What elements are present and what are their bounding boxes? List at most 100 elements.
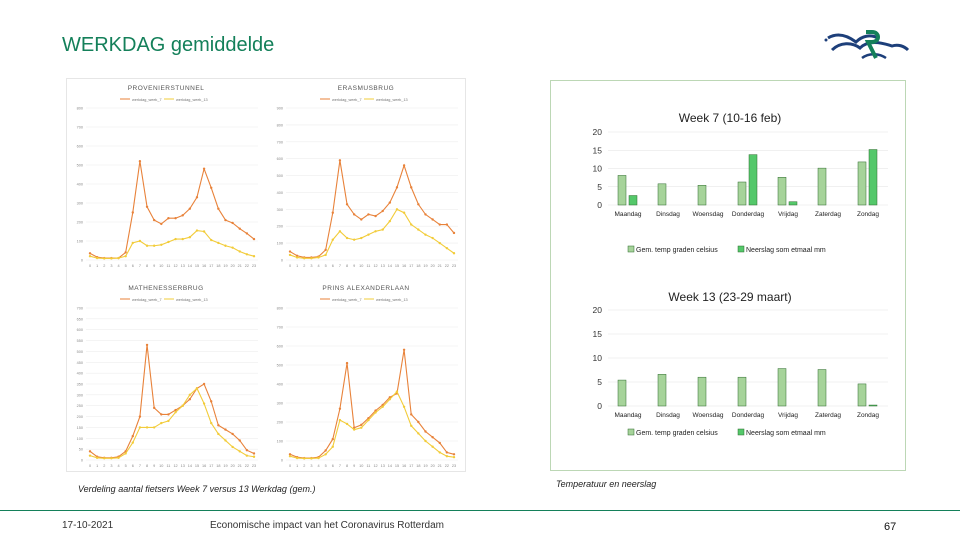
data-point [388, 201, 392, 204]
x-tick-label: 12 [173, 264, 177, 268]
data-point [295, 254, 299, 257]
data-point [402, 348, 406, 351]
bar-temp [737, 181, 747, 206]
data-point [210, 400, 213, 403]
chart-week-7-weather: Week 7 (10-16 feb) 0 5 10 15 20 Maandag Dinsdag… [552, 104, 904, 274]
y-tick-label: 0 [81, 459, 83, 463]
data-point [352, 213, 356, 216]
y-tick-label: 550 [77, 339, 83, 343]
data-point [217, 432, 220, 436]
data-point [345, 203, 349, 206]
x-tick-label: 19 [223, 264, 227, 268]
data-point [324, 449, 327, 452]
legend-label-temp: Gem. temp graden celsius [636, 430, 718, 437]
y-tick-label: 600 [77, 145, 83, 149]
data-point [395, 208, 399, 211]
data-point [417, 203, 420, 206]
data-point [117, 256, 120, 260]
x-tick-label: 10 [159, 464, 163, 468]
data-point [238, 250, 241, 253]
data-point [338, 407, 342, 410]
data-point [195, 387, 199, 390]
data-point [245, 232, 249, 235]
y-tick-label: 350 [77, 383, 83, 387]
x-tick-label: 1 [96, 464, 98, 468]
x-tick-label: 15 [195, 464, 199, 468]
x-tick-label: 7 [339, 264, 341, 268]
legend-swatch-temp [627, 245, 635, 253]
data-point [210, 421, 213, 425]
data-point [202, 230, 206, 233]
x-tick-label: 3 [110, 464, 112, 468]
y-tick-label: 0 [81, 259, 83, 263]
data-point [145, 426, 149, 429]
x-tick-label: 13 [181, 464, 185, 468]
y-tick-label: 0 [281, 459, 283, 463]
y-tick-label: 600 [77, 328, 83, 332]
bar-temp [817, 369, 827, 407]
data-point [231, 445, 234, 449]
data-point [388, 398, 392, 401]
data-point [431, 218, 434, 221]
data-point [395, 390, 399, 393]
x-tick-label: 4 [317, 264, 319, 268]
y-tick-label: 400 [77, 183, 83, 187]
bar-temp [697, 185, 707, 206]
x-tick-label: Donderdag [732, 211, 765, 218]
x-tick-label: 3 [310, 464, 312, 468]
y-tick-label: 50 [79, 448, 83, 452]
data-point [288, 253, 292, 257]
bar-neerslag [868, 404, 878, 407]
y-tick-label: 0 [597, 401, 602, 411]
bar-neerslag [868, 149, 878, 206]
x-tick-label: 8 [146, 464, 148, 468]
data-point [131, 211, 134, 214]
y-tick-label: 600 [277, 345, 283, 349]
bar-temp [777, 368, 787, 407]
data-point [445, 455, 449, 458]
y-tick-label: 5 [597, 182, 602, 192]
x-tick-label: 15 [195, 264, 199, 268]
x-tick-label: 20 [430, 464, 434, 468]
data-point [388, 219, 392, 223]
x-tick-label: 8 [146, 264, 148, 268]
y-tick-label: 700 [77, 126, 83, 130]
x-tick-label: 15 [395, 264, 399, 268]
data-point [438, 451, 441, 454]
data-point [188, 393, 192, 397]
footer-divider [0, 510, 960, 511]
data-point [374, 230, 377, 233]
y-tick-label: 300 [277, 208, 283, 212]
data-point [88, 454, 92, 457]
y-tick-label: 200 [277, 225, 283, 229]
x-tick-label: 18 [216, 264, 220, 268]
data-point [374, 214, 377, 218]
data-point [345, 236, 349, 240]
data-point [410, 424, 413, 427]
data-point [367, 213, 370, 216]
data-point [152, 218, 156, 222]
x-tick-label: 14 [188, 464, 192, 468]
data-point [174, 237, 177, 241]
x-tick-label: Maandag [614, 412, 641, 419]
x-tick-label: 9 [353, 264, 355, 268]
x-tick-label: 22 [445, 464, 449, 468]
series-line-week-13 [89, 387, 255, 459]
data-point [210, 238, 213, 242]
data-point [252, 455, 256, 458]
x-tick-label: 10 [159, 264, 163, 268]
data-point [202, 167, 206, 170]
x-tick-label: 7 [139, 464, 141, 468]
x-tick-label: 6 [132, 264, 134, 268]
bar-temp [857, 383, 867, 407]
x-tick-label: 11 [166, 264, 170, 268]
y-tick-label: 900 [277, 107, 283, 111]
y-tick-label: 600 [277, 157, 283, 161]
legend-label-week-13: werkdag_week_13 [376, 298, 408, 302]
chart-title: Week 7 (10-16 feb) [679, 111, 782, 125]
data-point [452, 455, 456, 459]
data-point [360, 423, 363, 427]
x-tick-label: Zaterdag [815, 412, 841, 419]
data-point [160, 421, 163, 425]
data-point [181, 237, 184, 241]
